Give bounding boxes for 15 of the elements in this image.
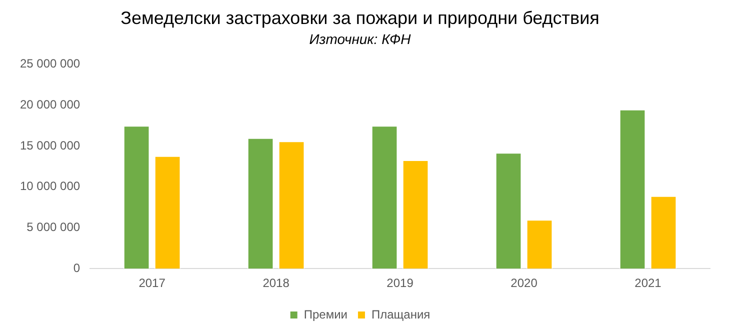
y-tick-label: 10 000 000	[20, 179, 80, 194]
y-tick-label: 20 000 000	[20, 98, 80, 112]
chart-title: Земеделски застраховки за пожари и природни бедствия	[120, 8, 600, 28]
y-tick-label: 5 000 000	[26, 220, 80, 234]
x-tick-label: 2021	[634, 276, 662, 290]
chart-subtitle: Източник: КФН	[309, 30, 412, 47]
x-tick-label: 2019	[386, 276, 414, 290]
x-tick-label: 2020	[510, 276, 538, 290]
legend-label: Плащания	[371, 307, 430, 322]
y-tick-label: 25 000 000	[20, 56, 80, 71]
y-tick-label: 15 000 000	[20, 138, 80, 152]
x-tick-label: 2018	[262, 276, 290, 290]
x-tick-label: 2017	[138, 276, 166, 290]
y-tick-label: 0	[73, 260, 80, 275]
legend-label: Премии	[304, 307, 348, 322]
